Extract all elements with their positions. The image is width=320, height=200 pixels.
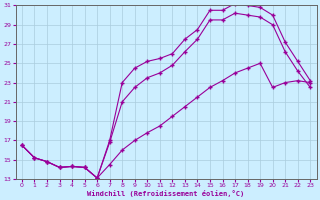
X-axis label: Windchill (Refroidissement éolien,°C): Windchill (Refroidissement éolien,°C) [87,190,245,197]
